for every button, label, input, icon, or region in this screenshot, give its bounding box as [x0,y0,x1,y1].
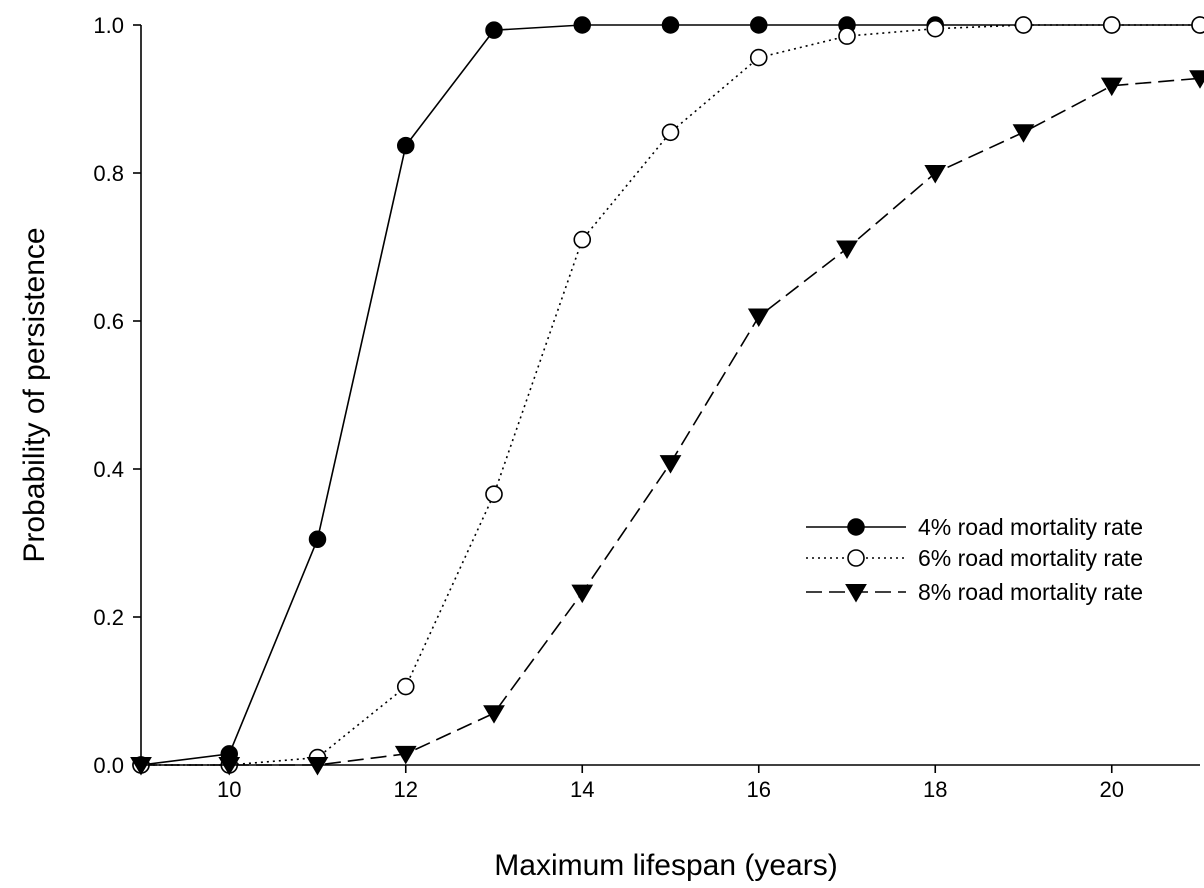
legend-label: 4% road mortality rate [918,514,1143,540]
legend-label: 8% road mortality rate [918,579,1143,605]
x-tick-label: 14 [570,777,594,802]
data-point [397,136,415,155]
legend: 4% road mortality rate 6% road mortality … [806,514,1143,605]
x-tick-label: 20 [1100,777,1124,802]
y-axis: 0.0 0.2 0.4 0.6 0.8 1.0 [93,13,142,778]
data-point [396,677,415,696]
x-axis-title: Maximum lifespan (years) [494,849,837,882]
data-point [1102,16,1121,34]
x-tick-label: 12 [394,777,418,802]
x-tick-label: 18 [923,777,947,802]
legend-marker [847,518,865,536]
data-point [1100,77,1123,97]
data-point [573,16,591,34]
data-point [1012,124,1035,143]
data-point [483,705,505,724]
data-point [836,240,858,259]
y-tick-label: 0.0 [93,753,124,778]
x-axis: 10 12 14 16 18 20 [141,764,1200,802]
series-3 [130,70,1204,776]
data-point [661,123,680,142]
data-point [926,19,945,38]
data-point [130,757,152,776]
data-point [571,584,594,604]
data-point [747,308,770,328]
data-point [749,48,768,67]
y-tick-label: 0.8 [93,161,124,186]
data-point [924,165,947,184]
data-point [308,530,327,549]
data-point [1014,16,1033,34]
data-point [659,455,682,474]
legend-entry-2: 6% road mortality rate [806,545,1143,571]
legend-entry-3: 8% road mortality rate [806,579,1143,605]
legend-label: 6% road mortality rate [918,545,1143,571]
data-point [1191,16,1204,34]
legend-marker [847,549,865,567]
x-tick-label: 16 [747,777,771,802]
data-point [485,485,503,503]
x-tick-label: 10 [217,777,241,802]
data-point [306,757,329,776]
series-line [141,77,1201,766]
data-point [1189,70,1204,89]
y-axis-title: Probability of persistence [18,227,51,562]
y-tick-label: 0.4 [93,457,124,482]
y-tick-label: 0.2 [93,605,124,630]
data-point [838,27,856,45]
data-point [218,757,241,776]
series-2 [132,16,1204,774]
y-tick-label: 1.0 [93,13,124,38]
series-layer [130,16,1204,776]
y-tick-label: 0.6 [93,309,124,334]
legend-entry-1: 4% road mortality rate [806,514,1143,540]
data-point [661,16,680,34]
data-point [573,230,592,249]
data-point [750,16,768,34]
legend-marker [845,584,867,603]
data-point [394,745,417,765]
data-point [485,21,503,39]
